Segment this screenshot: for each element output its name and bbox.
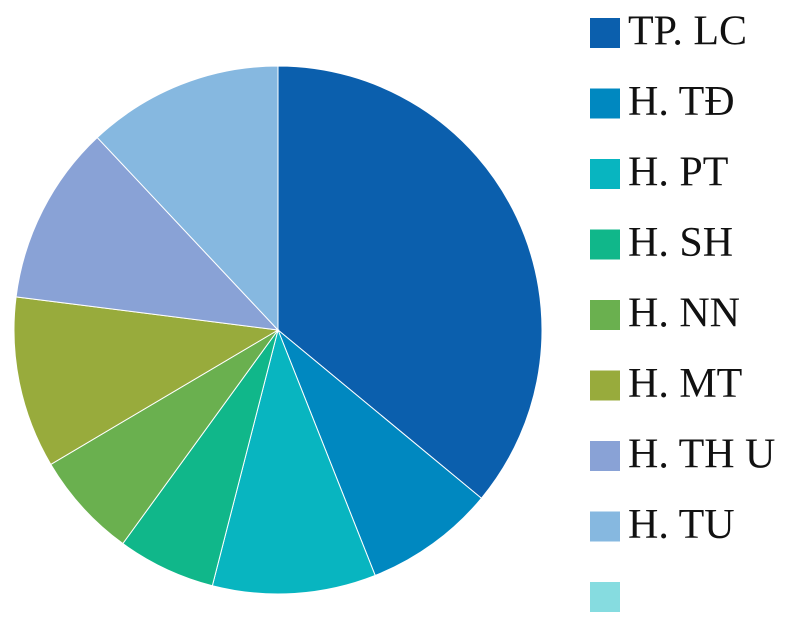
legend-swatch <box>590 370 620 401</box>
legend-swatch <box>590 511 620 542</box>
legend-label: H. TĐ <box>628 79 735 125</box>
legend-swatch <box>590 582 620 612</box>
legend-label: H. TH U <box>628 432 775 478</box>
legend-swatch <box>590 441 620 471</box>
pie-slice <box>277 329 483 577</box>
legend-label: H. PT <box>628 150 728 196</box>
legend-label: H. NN <box>628 291 740 337</box>
legend-label: H. MT <box>628 361 742 407</box>
legend-label: TP. LC <box>628 9 747 55</box>
pie-slice <box>15 136 280 331</box>
legend-swatch <box>590 229 620 260</box>
legend-swatch <box>590 300 620 330</box>
legend-label: H. TU <box>628 502 735 548</box>
pie-slice <box>96 65 279 332</box>
legend-swatch <box>590 159 620 189</box>
pie-slice <box>211 328 376 595</box>
legend-swatch <box>590 18 620 48</box>
legend-swatch <box>590 88 620 119</box>
pie-slice <box>277 65 543 499</box>
legend-label: H. SH <box>628 220 733 266</box>
pie-slice <box>13 296 280 466</box>
